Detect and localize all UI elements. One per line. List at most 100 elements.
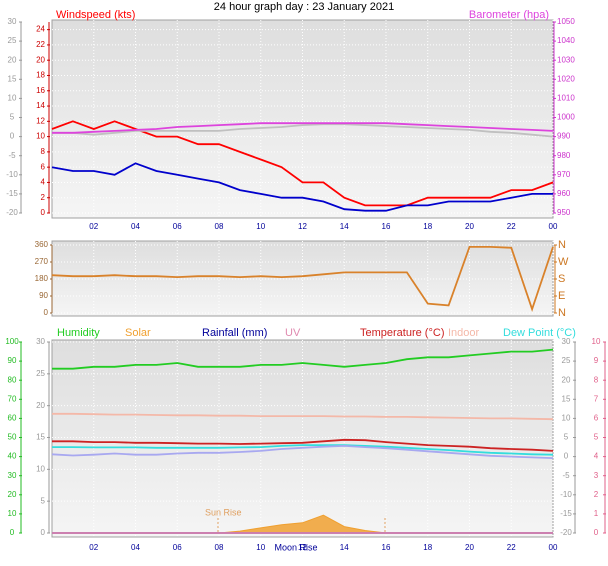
- y-tick-label: 25: [8, 36, 17, 45]
- x-tick-label: 18: [423, 222, 432, 231]
- y-tick-label: -5: [8, 151, 16, 160]
- legend-label: Windspeed (kts): [56, 9, 135, 21]
- y-tick-label: 15: [36, 433, 45, 442]
- x-tick-label: 06: [173, 222, 182, 231]
- y-tick-label: -15: [560, 509, 572, 518]
- y-tick-label: 10: [36, 132, 45, 141]
- annotation: Moon Rise: [274, 542, 317, 552]
- y-tick-label: 10: [562, 414, 571, 423]
- y-tick-label: W: [558, 256, 569, 268]
- x-tick-label: 22: [507, 543, 516, 552]
- y-tick-label: 20: [8, 55, 17, 64]
- y-tick-label: 0: [41, 208, 46, 217]
- y-tick-label: 1040: [557, 36, 575, 45]
- x-tick-label: 12: [298, 543, 307, 552]
- y-tick-label: 10: [8, 509, 17, 518]
- y-tick-label: 12: [36, 116, 45, 125]
- x-tick-label: 22: [507, 222, 516, 231]
- line: [52, 444, 554, 456]
- x-tick-label: 04: [131, 543, 140, 552]
- y-tick-label: 24: [36, 25, 45, 34]
- y-tick-label: -10: [6, 170, 18, 179]
- y-tick-label: 50: [8, 433, 17, 442]
- y-tick-label: 60: [8, 414, 17, 423]
- legend-label: Barometer (hpa): [469, 9, 549, 21]
- y-tick-label: 15: [562, 394, 571, 403]
- x-tick-label: 20: [465, 222, 474, 231]
- y-tick-label: 90: [8, 356, 17, 365]
- y-tick-label: 960: [557, 189, 571, 198]
- y-tick-label: -20: [6, 208, 18, 217]
- y-tick-label: 22: [36, 40, 45, 49]
- x-tick-label: 16: [382, 543, 391, 552]
- plots: 02 04 06 08 10 12 14 16 18 20 22 00-20-15-10-505101…: [5, 9, 606, 552]
- y-tick-label: 990: [557, 132, 571, 141]
- x-tick-label: 06: [173, 543, 182, 552]
- y-tick-label: -20: [560, 528, 572, 537]
- y-tick-label: 5: [41, 496, 46, 505]
- legend-label: Temperature (°C): [360, 327, 444, 339]
- y-tick-label: -15: [6, 189, 18, 198]
- y-tick-label: 8: [594, 375, 599, 384]
- y-tick-label: 0: [41, 528, 46, 537]
- y-tick-label: 950: [557, 208, 571, 217]
- legend-label: Humidity: [57, 327, 100, 339]
- y-tick-label: 8: [41, 147, 46, 156]
- y-tick-label: E: [558, 290, 565, 302]
- y-tick-label: -10: [560, 490, 572, 499]
- y-tick-label: 0: [10, 132, 15, 141]
- y-tick-label: 30: [8, 471, 17, 480]
- line: [52, 438, 554, 452]
- x-tick-label: 00: [549, 543, 558, 552]
- line: [52, 123, 554, 138]
- x-tick-label: 14: [340, 543, 349, 552]
- y-tick-label: 100: [5, 337, 19, 346]
- x-tick-label: 00: [549, 222, 558, 231]
- legend-label: UV: [285, 327, 301, 339]
- line: [52, 122, 554, 134]
- x-tick-label: 02: [89, 222, 98, 231]
- x-tick-label: 12: [298, 222, 307, 231]
- y-tick-label: 20: [8, 490, 17, 499]
- y-tick-label: 180: [35, 274, 49, 283]
- y-tick-label: N: [558, 307, 566, 319]
- line: [51, 444, 554, 459]
- y-tick-label: -5: [562, 471, 570, 480]
- y-tick-label: 5: [10, 113, 15, 122]
- y-tick-label: 20: [36, 401, 45, 410]
- y-tick-label: 70: [8, 394, 17, 403]
- x-tick-label: 08: [215, 222, 224, 231]
- y-tick-label: 25: [36, 369, 45, 378]
- y-tick-label: 30: [8, 17, 17, 26]
- y-tick-label: 970: [557, 170, 571, 179]
- x-tick-label: 16: [382, 222, 391, 231]
- y-tick-label: 25: [562, 356, 571, 365]
- y-tick-label: 1050: [557, 17, 575, 26]
- y-tick-label: 10: [592, 337, 601, 346]
- line: [51, 246, 554, 313]
- y-tick-label: 40: [8, 452, 17, 461]
- chart-title: 24 hour graph day : 23 January 2021: [214, 1, 394, 13]
- y-tick-label: 20: [562, 375, 571, 384]
- x-tick-label: 10: [256, 543, 265, 552]
- y-tick-label: 10: [8, 94, 17, 103]
- y-tick-label: 2: [594, 490, 599, 499]
- y-tick-label: S: [558, 273, 565, 285]
- x-tick-label: 14: [340, 222, 349, 231]
- y-tick-label: 30: [36, 337, 45, 346]
- legend-label: Solar: [125, 327, 151, 339]
- y-tick-label: 980: [557, 151, 571, 160]
- y-tick-label: 1020: [557, 74, 575, 83]
- y-tick-label: 10: [36, 464, 45, 473]
- y-tick-label: 20: [36, 55, 45, 64]
- line: [52, 412, 554, 421]
- x-tick-label: 10: [256, 222, 265, 231]
- x-tick-label: 08: [215, 543, 224, 552]
- y-tick-label: 1: [594, 509, 599, 518]
- y-tick-label: 9: [594, 356, 599, 365]
- y-tick-label: 1010: [557, 94, 575, 103]
- y-tick-label: 14: [36, 101, 45, 110]
- y-tick-label: 360: [35, 240, 49, 249]
